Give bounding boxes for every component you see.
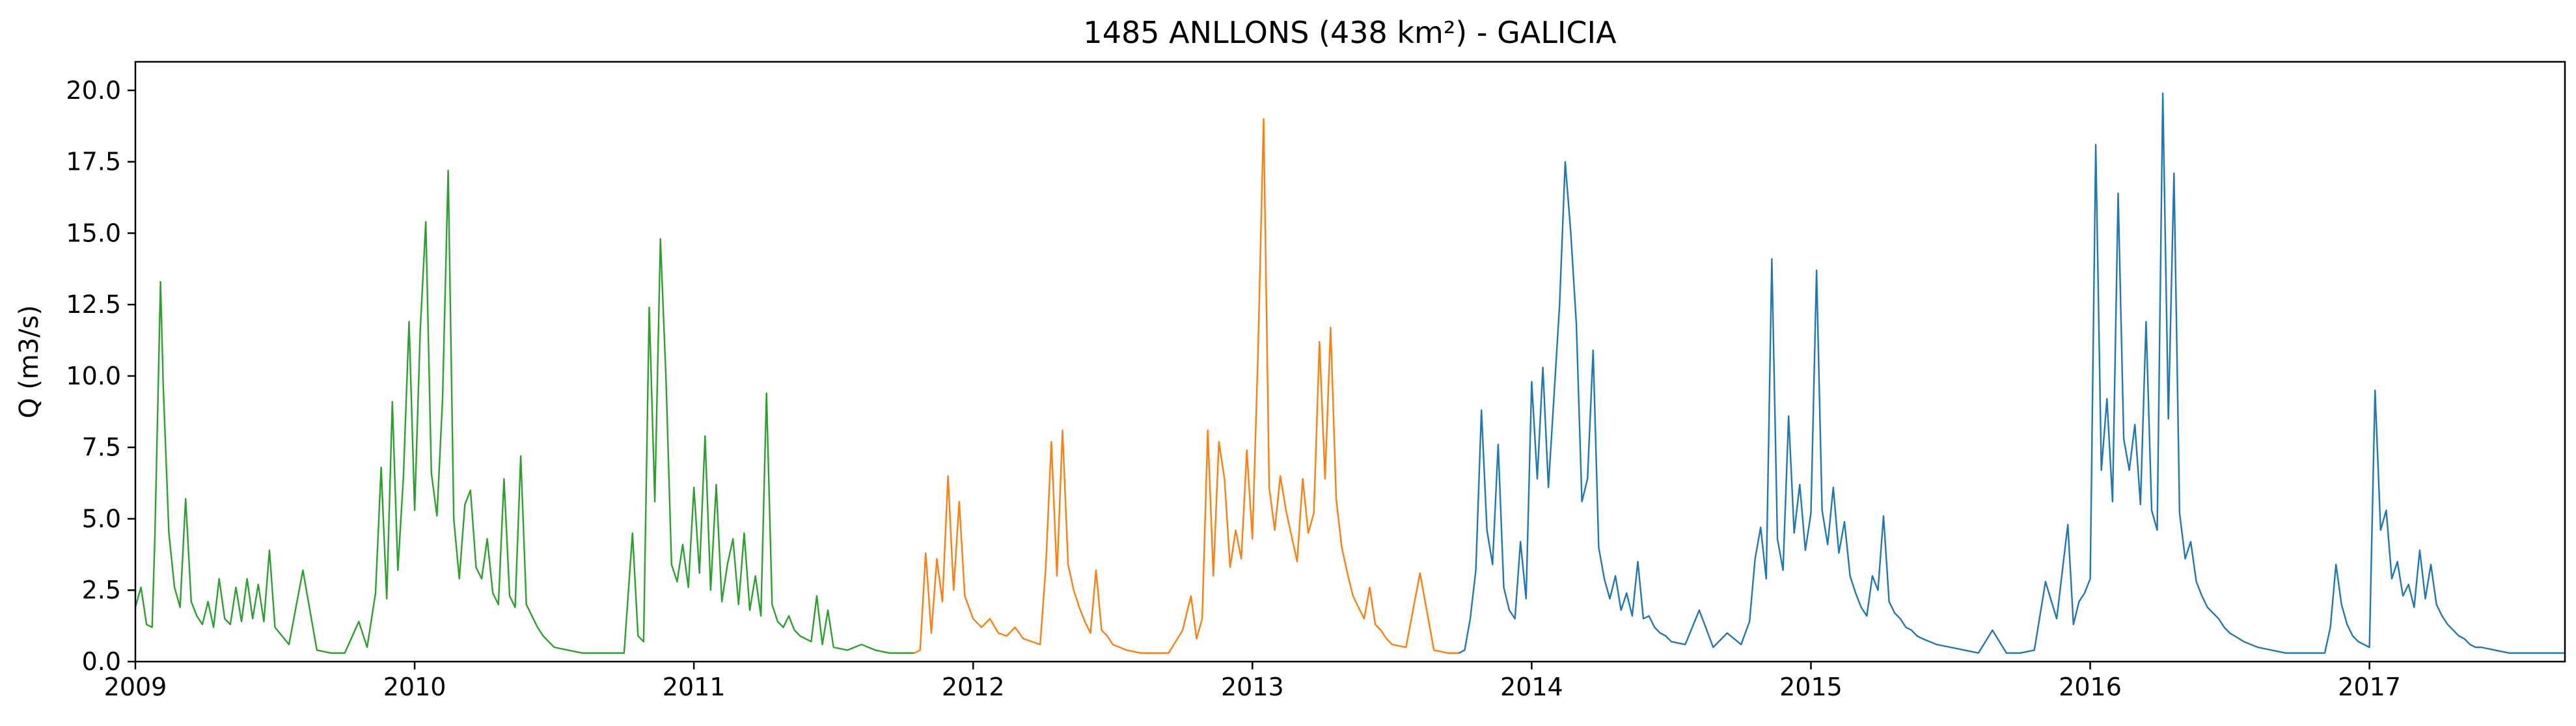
series-layer (134, 92, 2566, 654)
x-tick-label: 2014 (1500, 673, 1563, 701)
x-tick-label: 2012 (942, 673, 1005, 701)
x-axis: 2009 2010 2011 2012 2013 2014 2015 2016 2017 (104, 662, 2401, 701)
y-tick-label: 15.0 (66, 219, 121, 247)
x-tick-label: 2016 (2059, 673, 2122, 701)
y-tick-label: 5.0 (82, 504, 121, 533)
y-tick-label: 7.5 (82, 433, 121, 462)
chart-title: 1485 ANLLONS (438 km²) - GALICIA (1083, 15, 1617, 50)
x-tick-label: 2013 (1221, 673, 1284, 701)
y-axis-label: Q (m3/s) (14, 305, 44, 418)
x-tick-label: 2015 (1779, 673, 1843, 701)
series-line-3 (1458, 92, 2566, 654)
y-tick-label: 10.0 (66, 362, 121, 390)
series-line-2 (913, 118, 1460, 654)
y-tick-label: 12.5 (66, 290, 121, 319)
y-tick-label: 17.5 (66, 148, 121, 176)
series-line-1 (134, 169, 916, 654)
y-tick-label: 20.0 (66, 76, 121, 105)
plot-frame (134, 60, 2566, 663)
y-axis: 0.0 2.5 5.0 7.5 10.0 12.5 15.0 17.5 20.0 (66, 76, 135, 676)
x-tick-label: 2011 (663, 673, 726, 701)
x-tick-label: 2010 (383, 673, 446, 701)
y-tick-label: 0.0 (82, 647, 121, 676)
y-tick-label: 2.5 (82, 576, 121, 604)
x-tick-label: 2017 (2338, 673, 2401, 701)
x-tick-label: 2009 (104, 673, 167, 701)
